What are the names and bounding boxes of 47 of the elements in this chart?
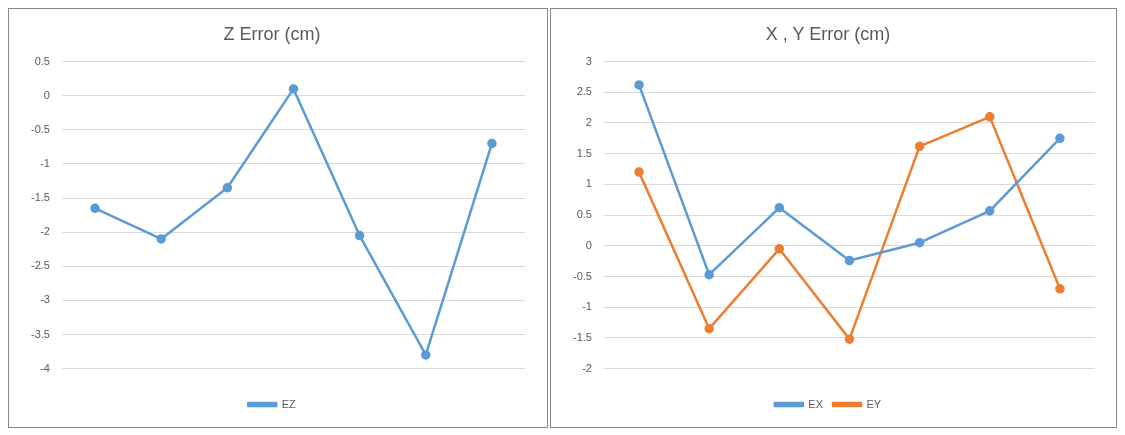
point — [1054, 284, 1065, 294]
point — [844, 255, 854, 266]
y-tick-label: 0 — [585, 238, 592, 251]
y-tick-label: -1 — [581, 300, 592, 313]
point — [156, 234, 166, 244]
y-tick-label: -2 — [40, 225, 50, 238]
point — [222, 183, 233, 193]
y-tick-label: -0.5 — [30, 122, 50, 135]
chart-title: X , Y Error (cm) — [765, 23, 890, 44]
point — [774, 244, 784, 254]
point — [914, 237, 924, 248]
legend-label: EZ — [281, 397, 297, 410]
y-tick-label: -0.5 — [572, 269, 592, 282]
point — [984, 206, 995, 216]
y-tick-label: -1.5 — [30, 191, 50, 204]
point — [844, 334, 854, 344]
y-tick-label: 0.5 — [576, 208, 592, 221]
point — [421, 350, 431, 360]
point — [984, 112, 995, 122]
y-tick-label: -2 — [581, 361, 592, 374]
legend-label: EX — [807, 397, 824, 410]
y-tick-label: 0 — [43, 88, 50, 101]
y-tick-label: 3 — [585, 54, 592, 67]
y-tick-label: -2.5 — [30, 259, 50, 272]
point — [288, 84, 299, 94]
point — [487, 138, 497, 149]
chart-title: Z Error (cm) — [223, 23, 321, 44]
y-tick-label: 1 — [585, 177, 592, 190]
point — [1054, 133, 1065, 144]
point — [914, 141, 924, 152]
point — [703, 323, 714, 334]
y-tick-label: -3 — [40, 293, 50, 306]
legend-label: EY — [866, 397, 882, 410]
y-tick-label: 2.5 — [576, 85, 592, 98]
y-tick-label: -4 — [40, 361, 50, 374]
y-tick-label: 1.5 — [576, 146, 592, 159]
point — [703, 269, 714, 280]
y-tick-label: -1 — [40, 156, 50, 169]
point — [774, 202, 784, 213]
point — [90, 203, 100, 214]
point — [633, 167, 644, 177]
point — [354, 230, 365, 241]
point — [633, 80, 644, 90]
y-tick-label: -1.5 — [572, 330, 592, 343]
y-tick-label: -3.5 — [30, 327, 50, 340]
y-tick-label: 0.5 — [34, 54, 50, 67]
y-tick-label: 2 — [585, 116, 592, 129]
